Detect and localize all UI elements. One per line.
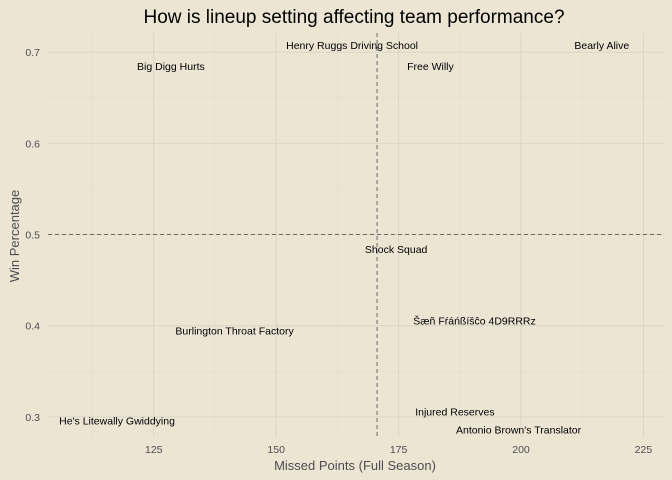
minor-gridlines: [48, 33, 664, 437]
point-label: Bearly Alive: [574, 40, 629, 52]
point-label: He's Litewally Gwiddying: [59, 416, 175, 428]
point-label: Free Willy: [407, 61, 454, 73]
x-axis-title: Missed Points (Full Season): [274, 458, 436, 473]
x-tick-label: 175: [390, 444, 408, 456]
y-axis-ticks: 0.3 0.4 0.5 0.6 0.7: [25, 47, 40, 424]
x-axis-ticks: 125 150 175 200 225: [145, 444, 652, 456]
y-tick-label: 0.4: [25, 321, 40, 333]
y-tick-label: 0.6: [25, 138, 40, 150]
x-tick-label: 200: [512, 444, 530, 456]
x-tick-label: 125: [145, 444, 163, 456]
point-label: Antonio Brown's Translator: [456, 425, 582, 437]
point-label: Šæñ Fŕáńßíšĉo 4D9RRRz: [413, 314, 536, 327]
y-tick-label: 0.7: [25, 47, 40, 59]
point-labels: Henry Ruggs Driving School Bearly Alive Bi…: [59, 40, 629, 437]
reference-lines: [48, 33, 664, 437]
point-label: Big Digg Hurts: [137, 61, 205, 73]
point-label: Shock Squad: [365, 244, 428, 256]
x-tick-label: 225: [635, 444, 653, 456]
y-tick-label: 0.3: [25, 412, 40, 424]
y-tick-label: 0.5: [25, 230, 40, 242]
point-label: Injured Reserves: [415, 406, 494, 418]
point-label: Henry Ruggs Driving School: [286, 40, 418, 52]
y-axis-title: Win Percentage: [7, 190, 22, 283]
chart-title: How is lineup setting affecting team per…: [143, 7, 564, 28]
x-tick-label: 150: [267, 444, 285, 456]
point-label: Burlington Throat Factory: [175, 325, 294, 337]
